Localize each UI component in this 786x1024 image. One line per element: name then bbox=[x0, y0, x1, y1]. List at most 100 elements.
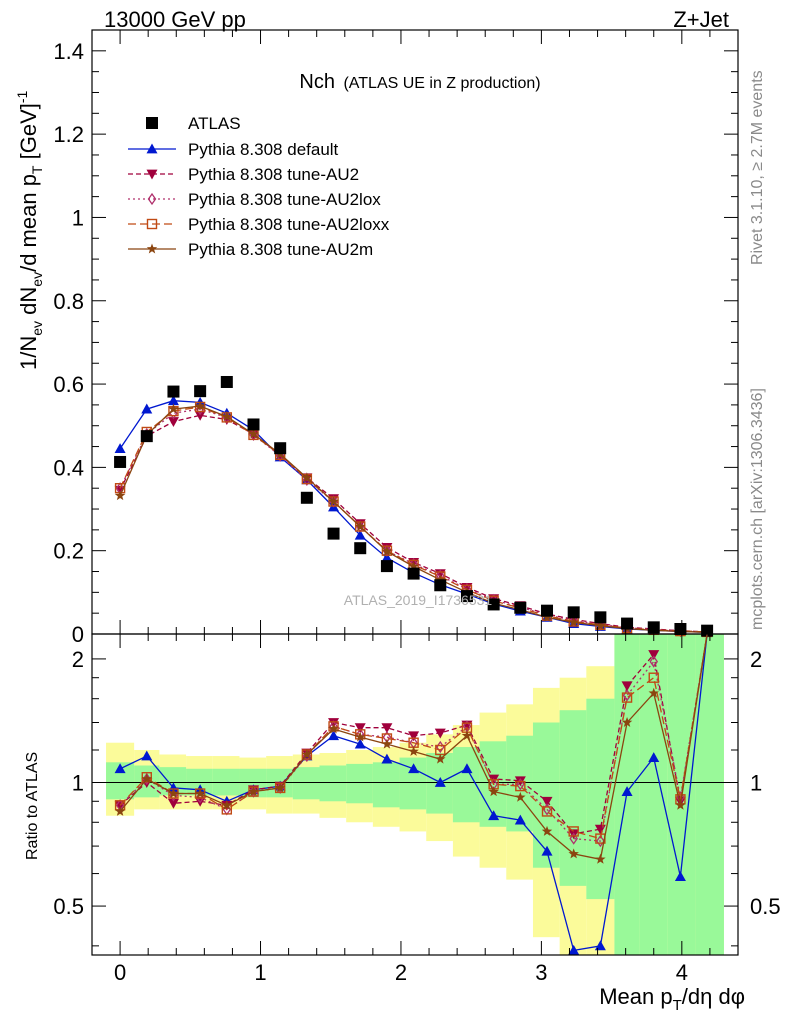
ratio-4-point bbox=[648, 672, 659, 683]
ratio-5-point bbox=[141, 773, 152, 784]
atlas-data-point bbox=[220, 375, 233, 388]
legend-label-1: Pythia 8.308 default bbox=[188, 140, 339, 159]
ratio-5-point bbox=[435, 753, 446, 764]
legend-label-4: Pythia 8.308 tune-AU2loxx bbox=[188, 215, 390, 234]
atlas-data-point bbox=[407, 567, 420, 580]
ratio-1-point bbox=[408, 763, 420, 774]
atlas-data-point bbox=[434, 579, 447, 592]
atlas-data-point bbox=[194, 385, 207, 398]
ratio-2-point bbox=[381, 723, 393, 734]
atlas-data-point bbox=[380, 560, 393, 573]
ratio-tick-label-left: 2 bbox=[72, 647, 84, 672]
ratio-5-point bbox=[408, 745, 419, 756]
ratio-5-point bbox=[168, 788, 179, 798]
ratio-1-point bbox=[648, 752, 660, 762]
green-band-bin bbox=[452, 747, 480, 823]
ratio-1-point bbox=[674, 871, 686, 881]
series-5-point bbox=[114, 490, 126, 501]
ratio-1-point bbox=[461, 763, 473, 774]
ratio-1-point bbox=[488, 810, 500, 821]
series-5-point bbox=[541, 611, 553, 622]
ratio-1-point bbox=[114, 763, 126, 774]
green-band-bin bbox=[695, 634, 724, 955]
x-axis-label: Mean pT/dη dφ bbox=[599, 984, 745, 1014]
series-1-point bbox=[381, 552, 393, 563]
ratio-5-point bbox=[541, 825, 553, 836]
ratio-5-point bbox=[568, 848, 579, 859]
ratio-1-point bbox=[381, 753, 393, 764]
rivet-label: Rivet 3.1.10, ≥ 2.7M events bbox=[749, 70, 766, 265]
ratio-5-point bbox=[328, 723, 339, 734]
ratio-2-point bbox=[621, 681, 633, 692]
atlas-data-point bbox=[140, 430, 153, 443]
ratio-1-point bbox=[434, 776, 446, 787]
ratio-panel-frame bbox=[91, 633, 739, 956]
series-2-point bbox=[194, 410, 206, 421]
atlas-data-point bbox=[541, 604, 554, 617]
atlas-data-point bbox=[674, 623, 687, 636]
ratio-line-4 bbox=[119, 634, 708, 840]
ratio-2-point bbox=[434, 728, 446, 739]
ratio-tick-label-left: 0.5 bbox=[53, 894, 84, 919]
green-band-bin bbox=[372, 762, 400, 808]
ratio-series-clipped bbox=[114, 634, 708, 955]
ratio-2-point bbox=[328, 718, 340, 729]
series-5-point bbox=[408, 561, 419, 571]
green-band-bin bbox=[639, 634, 668, 955]
ratio-5-point bbox=[461, 730, 473, 741]
green-band-bin bbox=[319, 765, 347, 802]
x-tick-label: 4 bbox=[676, 960, 688, 985]
atlas-data-point bbox=[354, 542, 367, 555]
ratio-line-3 bbox=[119, 634, 708, 842]
plot-title: Nch (ATLAS UE in Z production) bbox=[299, 71, 540, 93]
ratio-5-point bbox=[621, 717, 633, 727]
ratio-4-point bbox=[515, 780, 526, 792]
ratio-tick-label-right: 0.5 bbox=[750, 894, 781, 919]
ratio-4-point bbox=[621, 692, 633, 703]
legend-label-3: Pythia 8.308 tune-AU2lox bbox=[188, 190, 381, 209]
ratio-4-point bbox=[568, 826, 579, 837]
x-tick-label: 3 bbox=[535, 960, 547, 985]
green-band-bin bbox=[586, 698, 615, 900]
atlas-data-point bbox=[114, 455, 127, 468]
series-1-point bbox=[167, 395, 179, 406]
ratio-5-point bbox=[648, 687, 659, 698]
atlas-data-point bbox=[460, 590, 473, 603]
series-5-point bbox=[381, 546, 393, 556]
ratio-5-point bbox=[355, 731, 366, 742]
y-tick-label-top: 1.4 bbox=[53, 39, 84, 64]
ratio-5-point bbox=[515, 791, 526, 802]
ratio-1-point bbox=[541, 845, 553, 856]
ratio-4-point bbox=[541, 806, 553, 817]
atlas-data-point bbox=[327, 527, 340, 540]
legend-label-5: Pythia 8.308 tune-AU2m bbox=[188, 240, 373, 259]
ratio-5-point bbox=[194, 788, 206, 798]
ratio-2-point bbox=[408, 731, 420, 742]
process-label: Z+Jet bbox=[673, 7, 729, 32]
ratio-5-point bbox=[488, 786, 499, 797]
series-line-2 bbox=[119, 414, 708, 633]
y-tick-label-top: 1 bbox=[72, 205, 84, 230]
legend-label-atlas: ATLAS bbox=[188, 114, 241, 133]
series-2-point bbox=[167, 417, 179, 428]
legend-marker-1 bbox=[146, 143, 158, 154]
legend-marker-2 bbox=[146, 169, 158, 180]
ratio-2-point bbox=[648, 650, 660, 661]
x-tick-label: 2 bbox=[395, 960, 407, 985]
y-tick-label-top: 1.2 bbox=[53, 122, 84, 147]
ratio-3-point bbox=[649, 655, 659, 668]
ratio-tick-label-right: 1 bbox=[750, 770, 762, 795]
legend-marker-5 bbox=[146, 243, 158, 254]
atlas-data-point bbox=[274, 442, 287, 455]
axis-frames bbox=[91, 29, 739, 956]
series-5-point bbox=[301, 472, 313, 483]
ratio-5-point bbox=[301, 749, 313, 759]
ratio-4-point bbox=[141, 772, 152, 783]
series-5-point bbox=[221, 411, 233, 422]
ratio-1-point bbox=[328, 730, 340, 741]
ratio-5-point bbox=[248, 786, 259, 797]
mcplots-label: mcplots.cern.ch [arXiv:1306.3436] bbox=[749, 388, 766, 630]
ratio-1-point bbox=[594, 940, 606, 951]
atlas-data-point bbox=[594, 611, 607, 624]
ratio-5-point bbox=[595, 853, 606, 864]
